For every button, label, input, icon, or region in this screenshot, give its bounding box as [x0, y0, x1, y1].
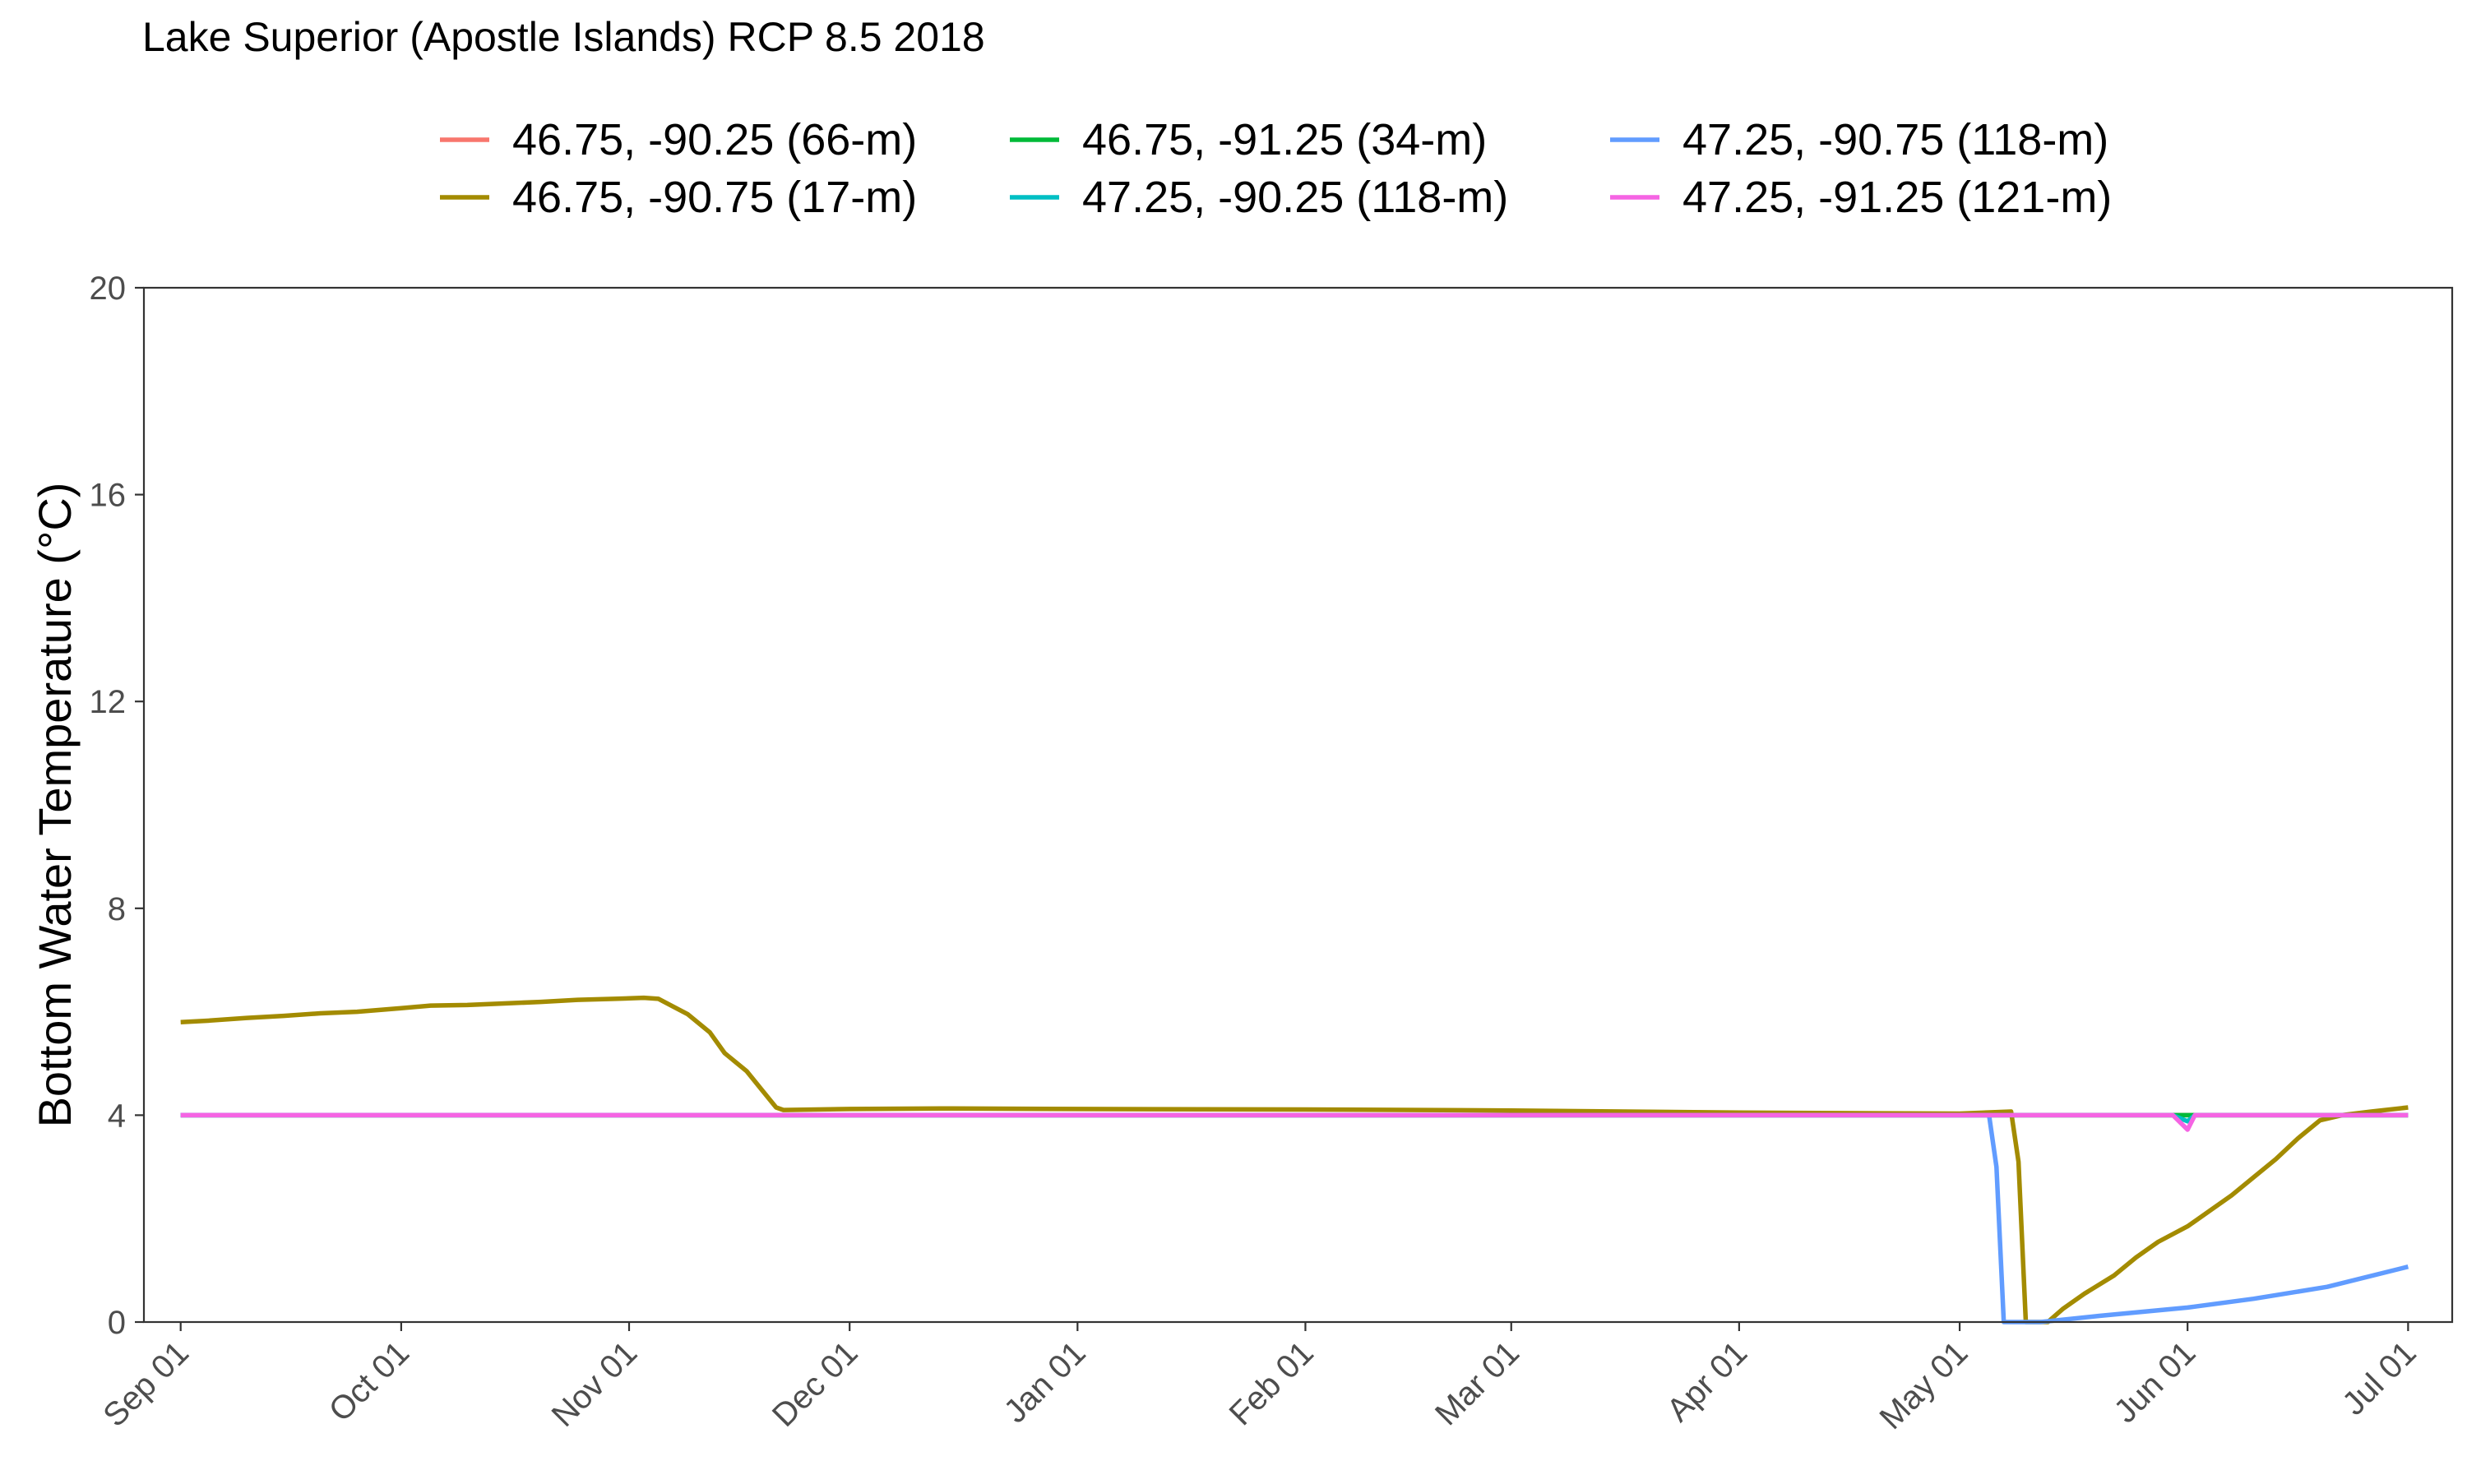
legend: 46.75, -90.25 (66-m) 46.75, -90.75 (17-m)…: [440, 115, 2112, 222]
x-tick-label: Dec 01: [766, 1334, 865, 1434]
x-tick-label: Jul 01: [2335, 1334, 2423, 1422]
x-tick-label: May 01: [1873, 1334, 1975, 1436]
legend-label: 46.75, -90.25 (66-m): [512, 115, 917, 164]
x-tick-label: Feb 01: [1223, 1334, 1321, 1432]
x-tick-label: Oct 01: [322, 1334, 416, 1428]
chart-title: Lake Superior (Apostle Islands) RCP 8.5 …: [142, 14, 985, 60]
x-tick-label: Mar 01: [1428, 1334, 1526, 1432]
series-line: [180, 1112, 2409, 1325]
series-line: [180, 1112, 2409, 1132]
y-tick-label: 20: [90, 270, 127, 307]
y-tick-label: 12: [90, 684, 127, 720]
legend-label: 47.25, -90.75 (118-m): [1682, 115, 2108, 164]
y-tick-label: 4: [108, 1098, 126, 1134]
legend-label: 46.75, -91.25 (34-m): [1082, 115, 1487, 164]
series-line: [180, 995, 2409, 1325]
y-tick-label: 0: [108, 1305, 126, 1341]
y-tick-label: 16: [90, 478, 127, 514]
y-axis-label: Bottom Water Temperature (°C): [29, 483, 81, 1128]
y-tick-label: 8: [108, 891, 126, 927]
x-tick-label: Jan 01: [997, 1334, 1093, 1430]
plot-panel-border: [142, 286, 2454, 1324]
legend-label: 47.25, -90.25 (118-m): [1082, 173, 1508, 222]
legend-label: 46.75, -90.75 (17-m): [512, 173, 917, 222]
x-axis: Sep 01 Oct 01 Nov 01 Dec 01 Jan 01 Feb 01 Mar …: [96, 1322, 2423, 1436]
legend-label: 47.25, -91.25 (121-m): [1682, 173, 2112, 222]
x-tick-label: Jun 01: [2107, 1334, 2202, 1430]
x-tick-label: Sep 01: [96, 1334, 196, 1434]
series-layer: [180, 995, 2409, 1325]
x-tick-label: Nov 01: [545, 1334, 645, 1434]
x-tick-label: Apr 01: [1660, 1334, 1754, 1428]
y-axis: 0 4 8 12 16 20: [90, 270, 144, 1341]
